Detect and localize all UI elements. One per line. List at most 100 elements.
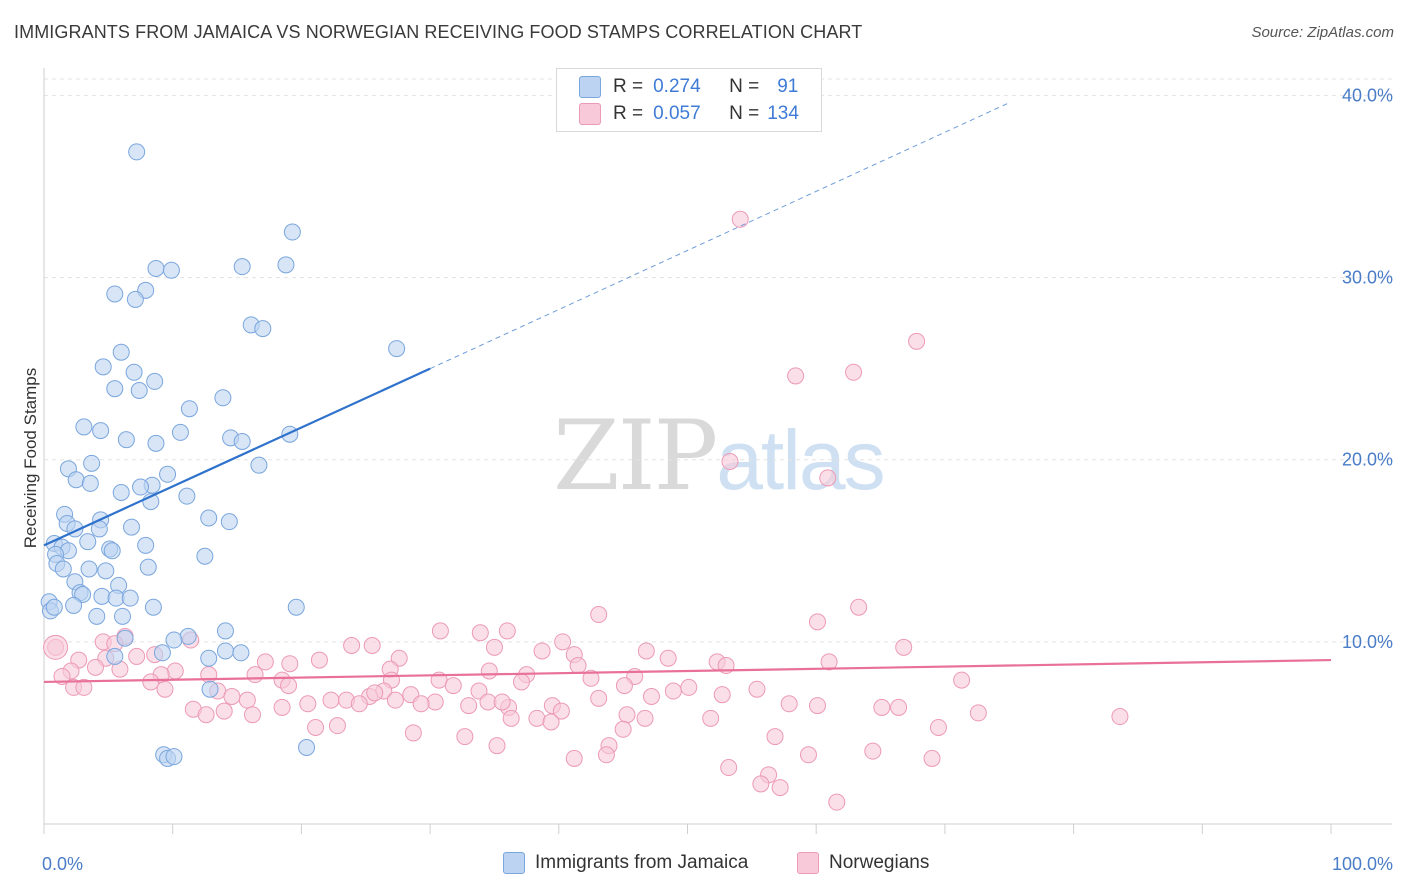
jamaica-point [79, 533, 97, 551]
jamaica-point [137, 536, 155, 554]
r-label: R = [613, 76, 644, 97]
jamaica-point [139, 558, 157, 576]
norwegians-point [569, 657, 587, 675]
jamaica-point [232, 644, 250, 662]
norwegians-point [273, 698, 291, 716]
norwegians-point [720, 759, 738, 777]
jamaica-point [132, 478, 150, 496]
norwegians-point [659, 649, 677, 667]
jamaica-point [116, 629, 134, 647]
r-label: R = [613, 103, 644, 124]
norwegians-point [363, 637, 381, 654]
jamaica-point [128, 143, 146, 161]
jamaica-point [103, 542, 121, 560]
norwegians-point [299, 695, 317, 713]
jamaica-point [65, 596, 83, 614]
jamaica-point [107, 589, 125, 607]
tick-labels: 10.0% 20.0% 30.0% 40.0% 0.0% 100.0% [42, 85, 1393, 874]
jamaica-point [153, 644, 171, 662]
norwegians-legend-swatch [797, 852, 819, 874]
norwegians-trend-line [43, 658, 1332, 684]
norwegians-point [590, 606, 608, 624]
norwegians-point [780, 695, 798, 713]
norwegians-point [488, 737, 506, 755]
jamaica-point [201, 680, 219, 698]
norwegians-point [246, 666, 264, 684]
stats-legend: R = 0.274 N = 91 R = 0.057 N = 134 [556, 68, 822, 132]
norwegians-point [390, 649, 408, 667]
norwegians-point [307, 718, 325, 736]
norwegians-point [256, 653, 274, 671]
y-tick-label: 20.0% [1342, 450, 1393, 470]
norwegians-point [86, 658, 104, 676]
norwegians-point [223, 688, 241, 705]
norwegians-point [953, 671, 971, 689]
norwegians-point [197, 706, 215, 724]
norwegians-point [75, 678, 93, 696]
x-tick-label: 0.0% [42, 854, 83, 874]
norwegians-point [895, 638, 913, 656]
norwegians-point [43, 634, 69, 660]
jamaica-legend-swatch [503, 852, 525, 874]
norwegians-point [426, 693, 444, 711]
jamaica-point [80, 560, 98, 578]
jamaica-point [216, 622, 234, 640]
norwegians-point [542, 713, 560, 731]
norwegians-point [343, 637, 361, 654]
series-legend: Immigrants from Jamaica Norwegians [0, 852, 1406, 878]
norwegians-point [969, 704, 987, 722]
norwegians-point [923, 749, 941, 767]
norwegians-point [565, 749, 583, 767]
jamaica-point [97, 562, 115, 580]
norwegians-points [43, 210, 1129, 811]
jamaica-point [88, 607, 106, 625]
norwegians-point [142, 673, 160, 691]
jamaica-point [126, 290, 144, 308]
norwegians-point [480, 662, 498, 680]
jamaica-point [94, 358, 112, 376]
norwegians-point [748, 680, 766, 698]
jamaica-point [146, 372, 164, 390]
norwegians-point [502, 709, 520, 727]
trend-lines [43, 102, 1332, 684]
norwegians-point [590, 689, 608, 707]
norwegians-point [460, 697, 478, 715]
norwegians-point [680, 678, 698, 696]
jamaica-point [147, 259, 165, 277]
watermark-zip: ZIP [553, 400, 718, 512]
norwegians-point [787, 367, 805, 385]
jamaica-point [92, 422, 110, 440]
norwegians-point [614, 720, 632, 738]
norwegians-point [166, 662, 184, 680]
jamaica-point [283, 223, 301, 241]
norwegians-point [820, 653, 838, 671]
norwegians-point [238, 691, 256, 709]
jamaica-point [233, 258, 251, 276]
jamaica-point [81, 474, 99, 492]
norwegians-point [322, 691, 340, 709]
y-axis-label: Receiving Food Stamps [21, 368, 40, 548]
jamaica-point [214, 389, 232, 407]
norwegians-point [850, 598, 868, 616]
jamaica-point [93, 587, 111, 605]
source-credit: Source: ZipAtlas.com [1251, 24, 1394, 41]
jamaica-trend-extension [429, 102, 1010, 370]
legend-item-norwegians[interactable]: Norwegians [797, 852, 929, 874]
jamaica-point [45, 598, 63, 616]
n-label: N = [729, 76, 760, 97]
legend-item-jamaica[interactable]: Immigrants from Jamaica [503, 852, 748, 874]
norwegians-point [431, 622, 449, 640]
legend-label-jamaica: Immigrants from Jamaica [535, 852, 749, 873]
r-value: 0.057 [653, 103, 701, 124]
norwegians-point [713, 686, 731, 704]
norwegians-point [404, 724, 422, 742]
jamaica-point [130, 382, 148, 399]
norwegians-point [721, 453, 739, 471]
chart-title: IMMIGRANTS FROM JAMAICA VS NORWEGIAN REC… [14, 22, 863, 42]
jamaica-point [114, 607, 132, 625]
y-tick-label: 30.0% [1342, 268, 1393, 288]
jamaica-point [106, 647, 124, 665]
norwegians-swatch [579, 103, 601, 125]
norwegians-point [128, 647, 146, 665]
norwegians-point [618, 706, 636, 724]
